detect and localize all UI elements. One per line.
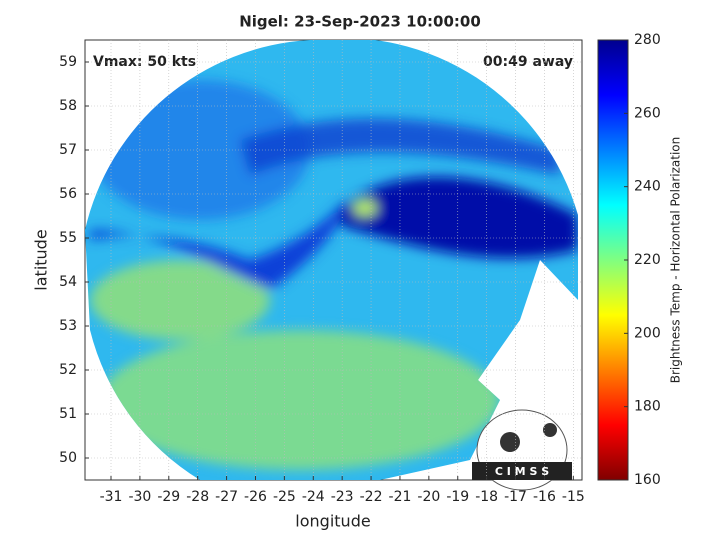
x-tick-label: -18 [475, 489, 498, 505]
x-tick-label: -20 [417, 489, 440, 505]
x-tick-label: -19 [446, 489, 469, 505]
x-tick-label: -28 [186, 489, 209, 505]
y-tick-label: 55 [59, 230, 77, 246]
x-tick-label: -22 [360, 489, 383, 505]
colorbar [597, 39, 629, 481]
colorbar-label: Brightness Temp - Horizontal Polarizatio… [669, 137, 683, 384]
colorbar-tick-label: 260 [634, 105, 661, 121]
x-tick-label: -17 [504, 489, 527, 505]
y-tick-label: 50 [59, 450, 77, 466]
colorbar-tick-label: 280 [634, 32, 661, 48]
y-tick-label: 52 [59, 362, 77, 378]
x-tick-label: -23 [331, 489, 354, 505]
x-tick-label: -16 [533, 489, 556, 505]
y-tick-label: 54 [59, 274, 77, 290]
x-tick-label: -30 [128, 489, 151, 505]
colorbar-tick-label: 220 [634, 252, 661, 268]
chart-title: Nigel: 23-Sep-2023 10:00:00 [239, 13, 481, 31]
colorbar-tick-label: 200 [634, 325, 661, 341]
y-tick-label: 53 [59, 318, 77, 334]
y-tick-label: 58 [59, 98, 77, 114]
colorbar-tick-label: 180 [634, 399, 661, 415]
colorbar-tick-label: 160 [634, 472, 661, 488]
logo-text: C I M S S [495, 465, 549, 478]
x-tick-label: -15 [562, 489, 585, 505]
x-tick-label: -24 [302, 489, 325, 505]
x-tick-label: -25 [273, 489, 296, 505]
x-tick-label: -27 [215, 489, 238, 505]
x-axis-label: longitude [295, 512, 370, 531]
x-tick-label: -29 [157, 489, 180, 505]
y-tick-label: 51 [59, 406, 77, 422]
x-tick-label: -21 [389, 489, 412, 505]
annotation: 00:49 away [483, 54, 573, 70]
x-tick-label: -31 [100, 489, 123, 505]
colorbar-tick-label: 240 [634, 179, 661, 195]
y-tick-label: 56 [59, 186, 77, 202]
y-tick-label: 59 [59, 54, 77, 70]
y-tick-label: 57 [59, 142, 77, 158]
annotation: Vmax: 50 kts [93, 54, 196, 70]
x-tick-label: -26 [244, 489, 267, 505]
y-axis-label: latitude [32, 229, 51, 290]
